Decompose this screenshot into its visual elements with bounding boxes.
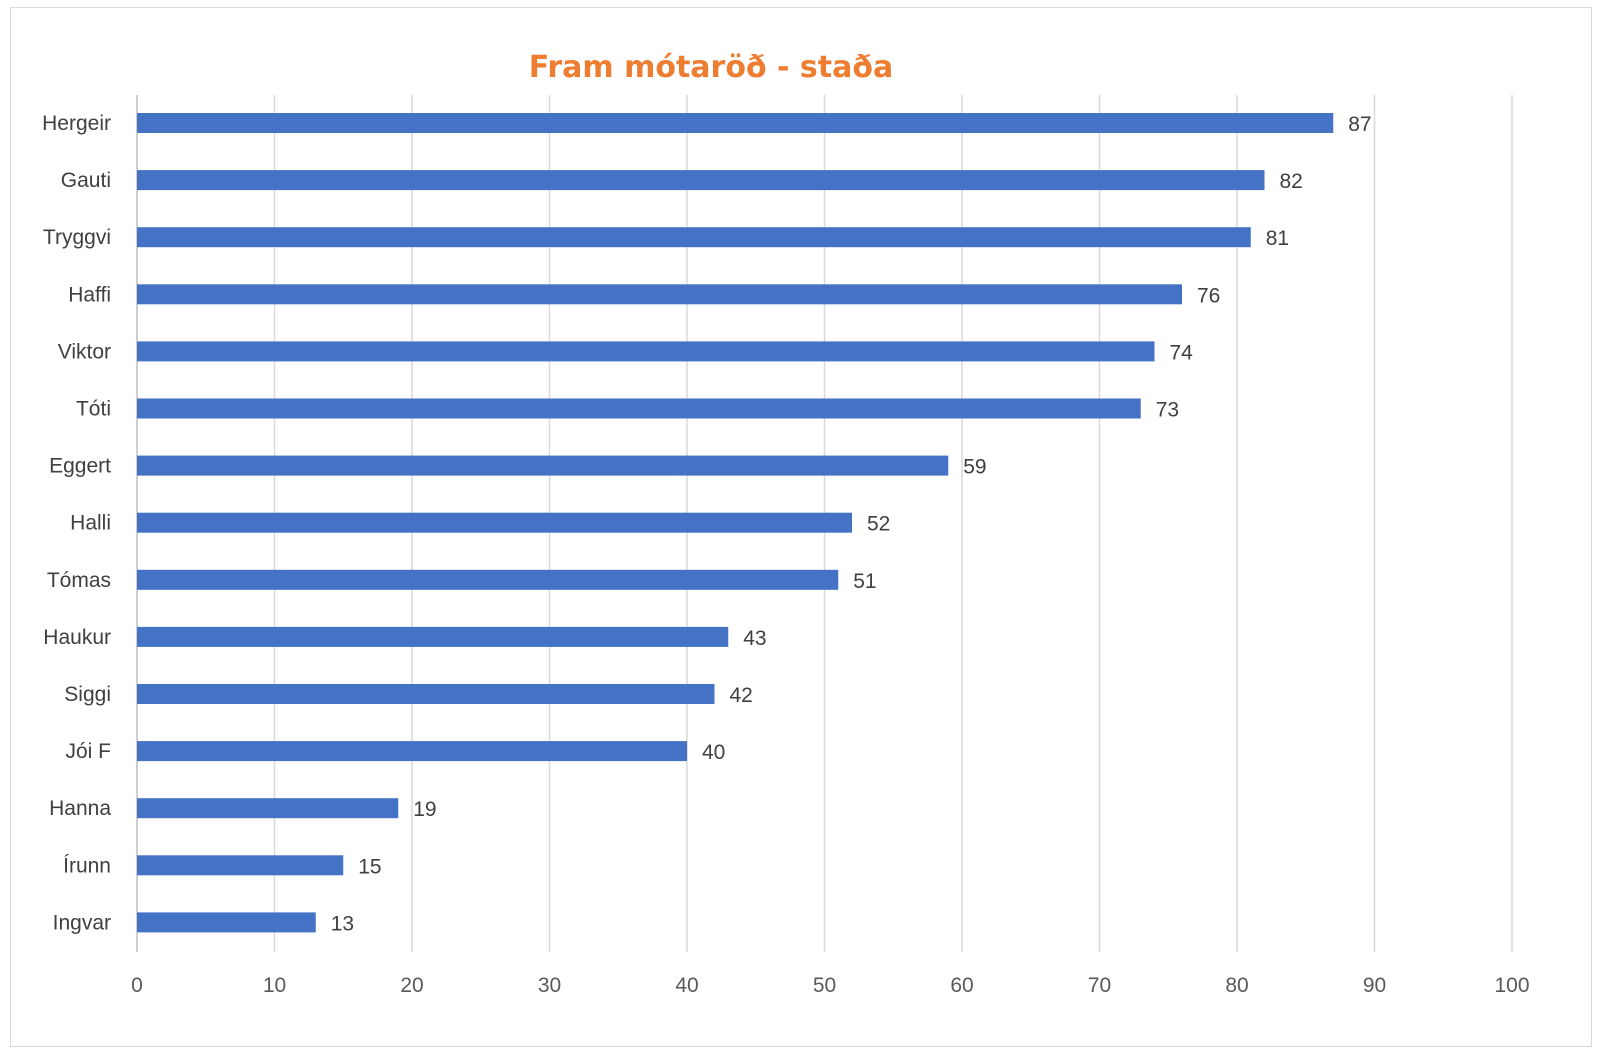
bar (137, 512, 852, 533)
bar (137, 284, 1182, 305)
x-tick-label: 70 (1088, 974, 1111, 997)
bar (137, 227, 1251, 248)
data-label: 43 (743, 627, 766, 650)
x-tick-label: 80 (1225, 974, 1248, 997)
data-label: 81 (1266, 227, 1289, 250)
data-label: 42 (730, 684, 753, 707)
x-tick-label: 60 (950, 974, 973, 997)
category-label: Hanna (49, 797, 111, 820)
x-tick-label: 0 (131, 974, 143, 997)
category-label: Siggi (64, 683, 111, 706)
category-label: Tóti (76, 398, 111, 421)
category-label: Jói F (65, 740, 111, 763)
bar (137, 341, 1155, 362)
data-label: 51 (853, 570, 876, 593)
category-label: Írunn (63, 854, 111, 877)
bar (137, 798, 399, 819)
bar (137, 855, 344, 876)
category-label: Haukur (43, 626, 111, 649)
x-tick-label: 10 (263, 974, 286, 997)
data-label: 52 (867, 513, 890, 536)
bar (137, 170, 1265, 191)
bar (137, 741, 687, 762)
data-label: 73 (1156, 399, 1179, 422)
bar (137, 113, 1334, 133)
bar (137, 398, 1141, 419)
category-label: Gauti (61, 169, 111, 192)
data-labels: 87 82 81 76 74 73 59 52 51 43 42 40 19 15 13 (331, 113, 1372, 935)
category-label: Tómas (47, 569, 111, 592)
category-label: Haffi (68, 283, 111, 306)
data-label: 82 (1280, 170, 1303, 193)
data-label: 74 (1170, 341, 1194, 364)
data-label: 59 (963, 456, 986, 479)
category-label: Halli (70, 512, 111, 535)
data-label: 19 (413, 798, 436, 821)
bar (137, 455, 949, 476)
category-label: Eggert (49, 455, 111, 478)
x-tick-label: 20 (400, 974, 423, 997)
bar (137, 912, 316, 933)
category-label: Ingvar (53, 911, 111, 934)
chart-title: Fram mótaröð - staða (529, 50, 893, 85)
category-label: Viktor (58, 340, 111, 363)
x-tick-label: 30 (538, 974, 561, 997)
x-tick-label: 100 (1494, 974, 1529, 997)
data-label: 13 (331, 912, 354, 935)
data-label: 40 (702, 741, 725, 764)
category-label: Hergeir (42, 112, 111, 135)
x-tick-label: 90 (1363, 974, 1386, 997)
category-label: Tryggvi (43, 226, 111, 249)
bar (137, 569, 839, 590)
x-tick-labels: 0 10 20 30 40 50 60 70 80 90 100 (131, 974, 1529, 997)
x-tick-label: 50 (813, 974, 836, 997)
data-label: 15 (358, 855, 381, 878)
data-label: 87 (1348, 113, 1371, 136)
x-tick-label: 40 (675, 974, 698, 997)
bar (137, 684, 715, 704)
bar (137, 626, 729, 647)
category-labels: Hergeir Gauti Tryggvi Haffi Viktor Tóti Eggert… (42, 112, 111, 934)
data-label: 76 (1197, 284, 1220, 307)
bars (137, 113, 1334, 933)
